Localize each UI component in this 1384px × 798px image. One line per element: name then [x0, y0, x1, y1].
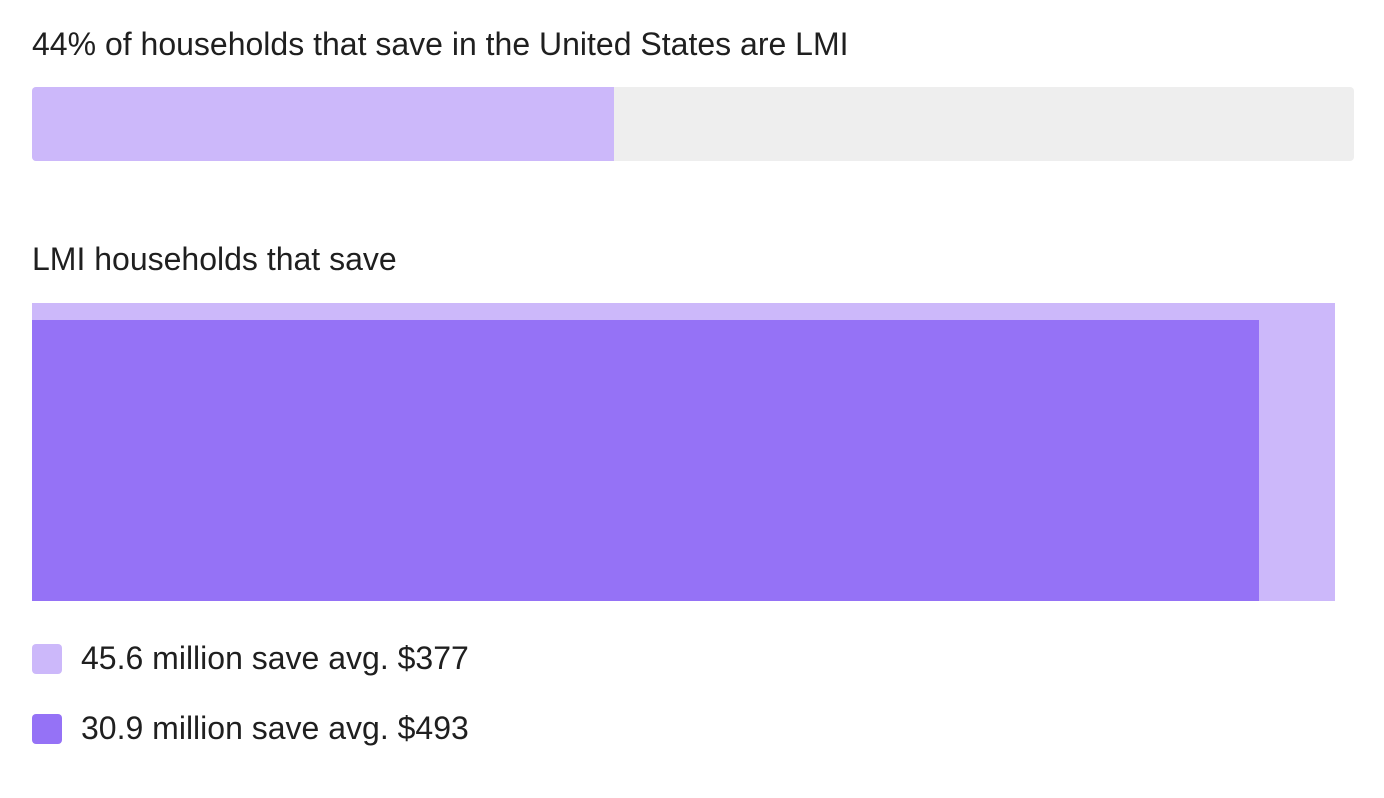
- share-bar-track: [32, 87, 1354, 161]
- legend-swatch-light: [32, 644, 62, 674]
- legend-item-all-savers: 45.6 million save avg. $377: [32, 636, 732, 680]
- chart-legend: 45.6 million save avg. $377 30.9 million…: [32, 636, 732, 776]
- area-rect-higher-savers: [32, 320, 1259, 601]
- share-bar-fill: [32, 87, 614, 161]
- legend-label: 45.6 million save avg. $377: [81, 640, 469, 676]
- lmi-chart-title: LMI households that save: [32, 241, 397, 277]
- lmi-area-chart: [32, 303, 1335, 601]
- share-chart-title: 44% of households that save in the Unite…: [32, 26, 849, 62]
- legend-item-higher-savers: 30.9 million save avg. $493: [32, 706, 732, 750]
- legend-swatch-dark: [32, 714, 62, 744]
- legend-label: 30.9 million save avg. $493: [81, 710, 469, 746]
